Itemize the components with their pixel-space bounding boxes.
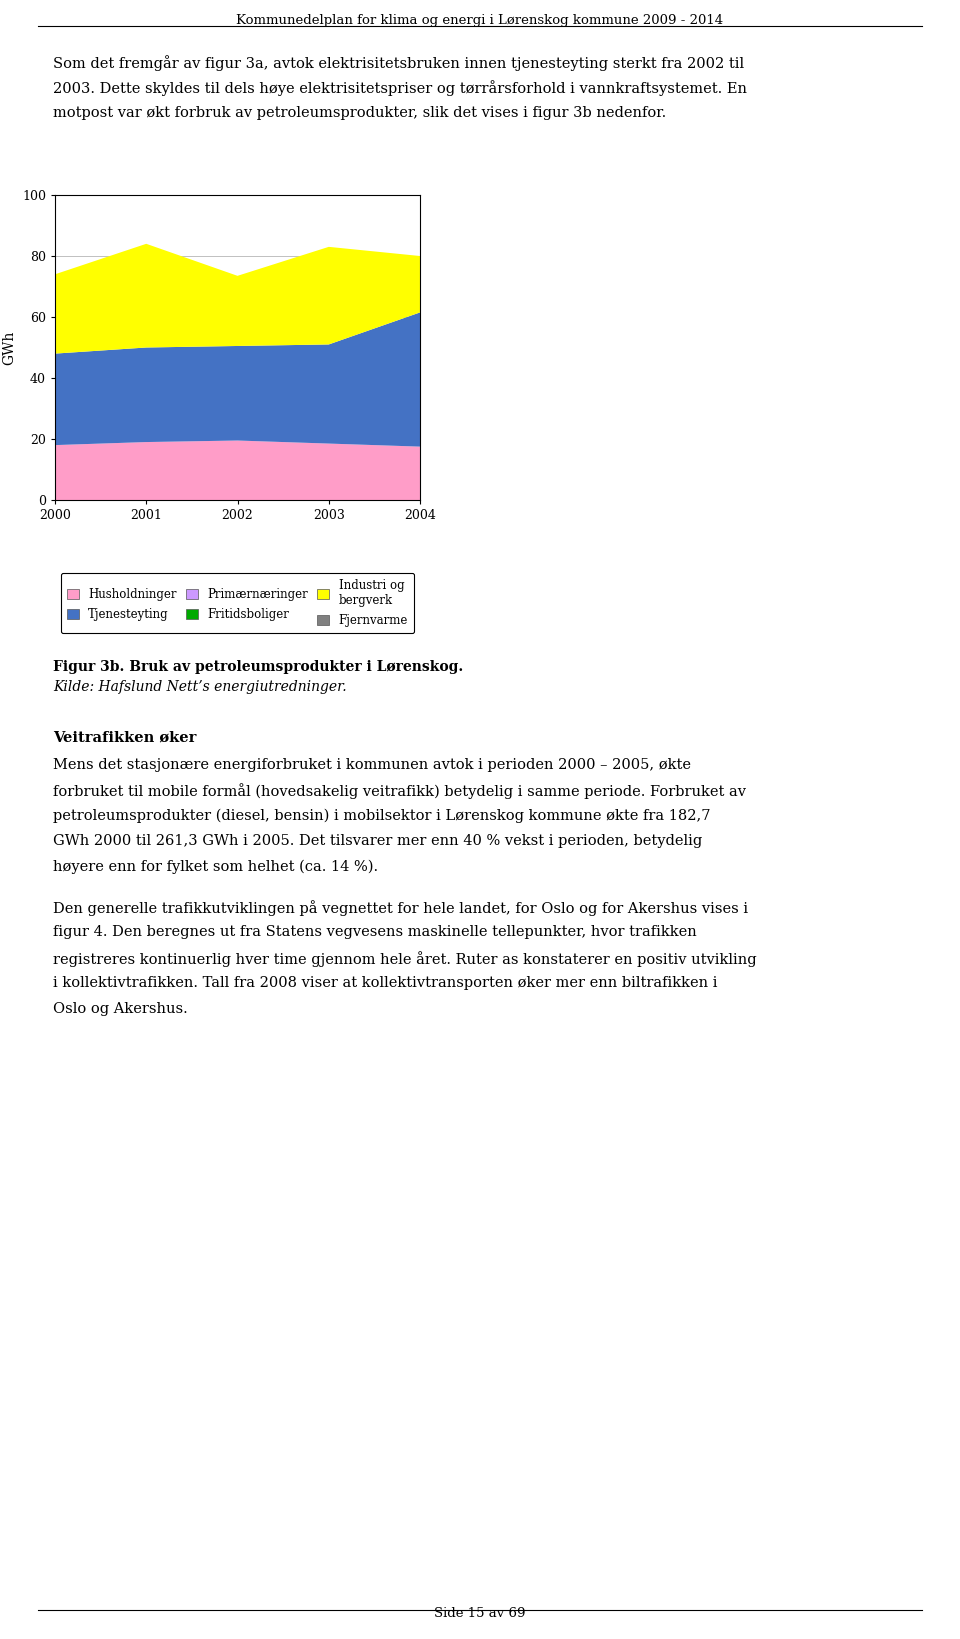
Text: Kilde: Hafslund Nett’s energiutredninger.: Kilde: Hafslund Nett’s energiutredninger…	[53, 680, 347, 693]
Text: høyere enn for fylket som helhet (ca. 14 %).: høyere enn for fylket som helhet (ca. 14…	[53, 859, 378, 874]
Text: GWh 2000 til 261,3 GWh i 2005. Det tilsvarer mer enn 40 % vekst i perioden, bety: GWh 2000 til 261,3 GWh i 2005. Det tilsv…	[53, 834, 702, 849]
Legend: Husholdninger, Tjenesteyting, Primærnæringer, Fritidsboliger, Industri og
bergve: Husholdninger, Tjenesteyting, Primærnæri…	[60, 574, 414, 633]
Text: Mens det stasjonære energiforbruket i kommunen avtok i perioden 2000 – 2005, økt: Mens det stasjonære energiforbruket i ko…	[53, 757, 691, 772]
Text: Side 15 av 69: Side 15 av 69	[434, 1606, 526, 1619]
Y-axis label: GWh: GWh	[3, 331, 16, 365]
Text: motpost var økt forbruk av petroleumsprodukter, slik det vises i figur 3b nedenf: motpost var økt forbruk av petroleumspro…	[53, 107, 666, 120]
Text: i kollektivtrafikken. Tall fra 2008 viser at kollektivtransporten øker mer enn b: i kollektivtrafikken. Tall fra 2008 vise…	[53, 977, 717, 990]
Text: Figur 3b. Bruk av petroleumsprodukter i Lørenskog.: Figur 3b. Bruk av petroleumsprodukter i …	[53, 661, 463, 674]
Text: Veitrafikken øker: Veitrafikken øker	[53, 729, 196, 744]
Text: Kommunedelplan for klima og energi i Lørenskog kommune 2009 - 2014: Kommunedelplan for klima og energi i Lør…	[236, 15, 724, 26]
Text: figur 4. Den beregnes ut fra Statens vegvesens maskinelle tellepunkter, hvor tra: figur 4. Den beregnes ut fra Statens veg…	[53, 926, 697, 939]
Text: petroleumsprodukter (diesel, bensin) i mobilsektor i Lørenskog kommune økte fra : petroleumsprodukter (diesel, bensin) i m…	[53, 808, 710, 823]
Text: 2003. Dette skyldes til dels høye elektrisitetspriser og tørrårsforhold i vannkr: 2003. Dette skyldes til dels høye elektr…	[53, 80, 747, 97]
Text: Den generelle trafikkutviklingen på vegnettet for hele landet, for Oslo og for A: Den generelle trafikkutviklingen på vegn…	[53, 900, 748, 916]
Text: Som det fremgår av figur 3a, avtok elektrisitetsbruken innen tjenesteyting sterk: Som det fremgår av figur 3a, avtok elekt…	[53, 56, 744, 70]
Text: registreres kontinuerlig hver time gjennom hele året. Ruter as konstaterer en po: registreres kontinuerlig hver time gjenn…	[53, 951, 756, 967]
Text: Oslo og Akershus.: Oslo og Akershus.	[53, 1001, 187, 1016]
Text: forbruket til mobile formål (hovedsakelig veitrafikk) betydelig i samme periode.: forbruket til mobile formål (hovedsakeli…	[53, 783, 746, 800]
